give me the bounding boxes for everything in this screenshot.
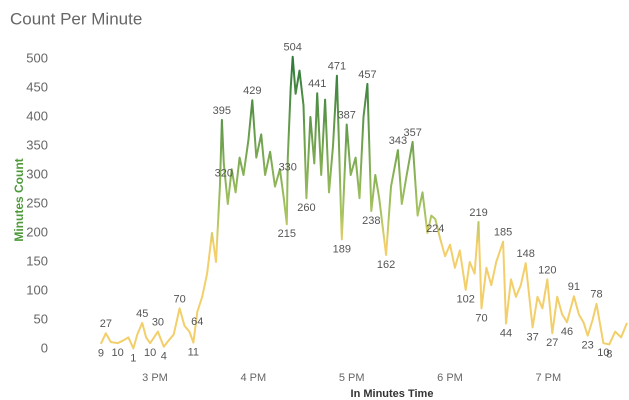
data-label: 37 [526,331,538,343]
y-tick-label: 400 [26,108,48,123]
y-tick-label: 50 [34,311,48,326]
data-label: 395 [213,105,231,117]
data-label: 238 [362,215,380,227]
data-label: 10 [597,347,609,359]
data-label: 44 [500,327,512,339]
data-label: 387 [338,109,356,121]
y-tick-label: 200 [26,224,48,239]
y-axis-title: Minutes Count [12,158,26,241]
y-tick-label: 500 [26,50,48,65]
data-label: 27 [100,318,112,330]
data-label: 185 [494,227,512,239]
x-tick-label: 5 PM [339,372,365,384]
data-label: 70 [173,293,185,305]
data-label: 10 [144,347,156,359]
data-label: 330 [279,162,297,174]
data-label: 4 [161,351,167,363]
data-label: 320 [215,167,233,179]
data-label: 91 [568,281,580,293]
data-label: 148 [517,248,535,260]
y-tick-label: 450 [26,79,48,94]
data-label: 457 [358,69,376,81]
data-label: 504 [283,42,301,54]
data-label: 23 [582,340,594,352]
y-tick-label: 250 [26,195,48,210]
data-label: 10 [112,347,124,359]
data-label: 9 [98,348,104,360]
data-label: 429 [243,85,261,97]
y-tick-label: 100 [26,282,48,297]
y-tick-label: 300 [26,166,48,181]
data-label: 189 [333,243,351,255]
x-tick-label: 7 PM [535,372,561,384]
data-label: 8 [606,348,612,360]
data-label: 1 [130,352,136,364]
chart-title: Count Per Minute [10,9,142,28]
data-label: 30 [152,317,164,329]
data-label: 224 [426,223,444,235]
data-label: 215 [278,228,296,240]
y-tick-label: 0 [41,340,48,355]
data-label: 11 [188,347,199,359]
data-label: 46 [561,326,573,338]
data-label: 441 [308,78,326,90]
data-label: 64 [191,316,203,328]
data-line [99,55,628,350]
data-label: 102 [457,294,475,306]
data-label: 357 [403,127,421,139]
x-tick-label: 6 PM [437,372,463,384]
data-label: 260 [297,202,315,214]
data-label: 78 [590,289,602,301]
x-tick-label: 3 PM [142,372,168,384]
data-label: 27 [546,337,558,349]
data-label: 471 [328,61,346,73]
x-axis-title: In Minutes Time [351,388,434,400]
y-tick-label: 350 [26,137,48,152]
data-label: 70 [475,312,487,324]
data-label: 219 [469,207,487,219]
data-label: 120 [538,264,556,276]
data-label: 343 [389,135,407,147]
y-tick-label: 150 [26,253,48,268]
x-tick-label: 4 PM [240,372,266,384]
data-label: 45 [136,308,148,320]
data-label: 162 [377,259,395,271]
